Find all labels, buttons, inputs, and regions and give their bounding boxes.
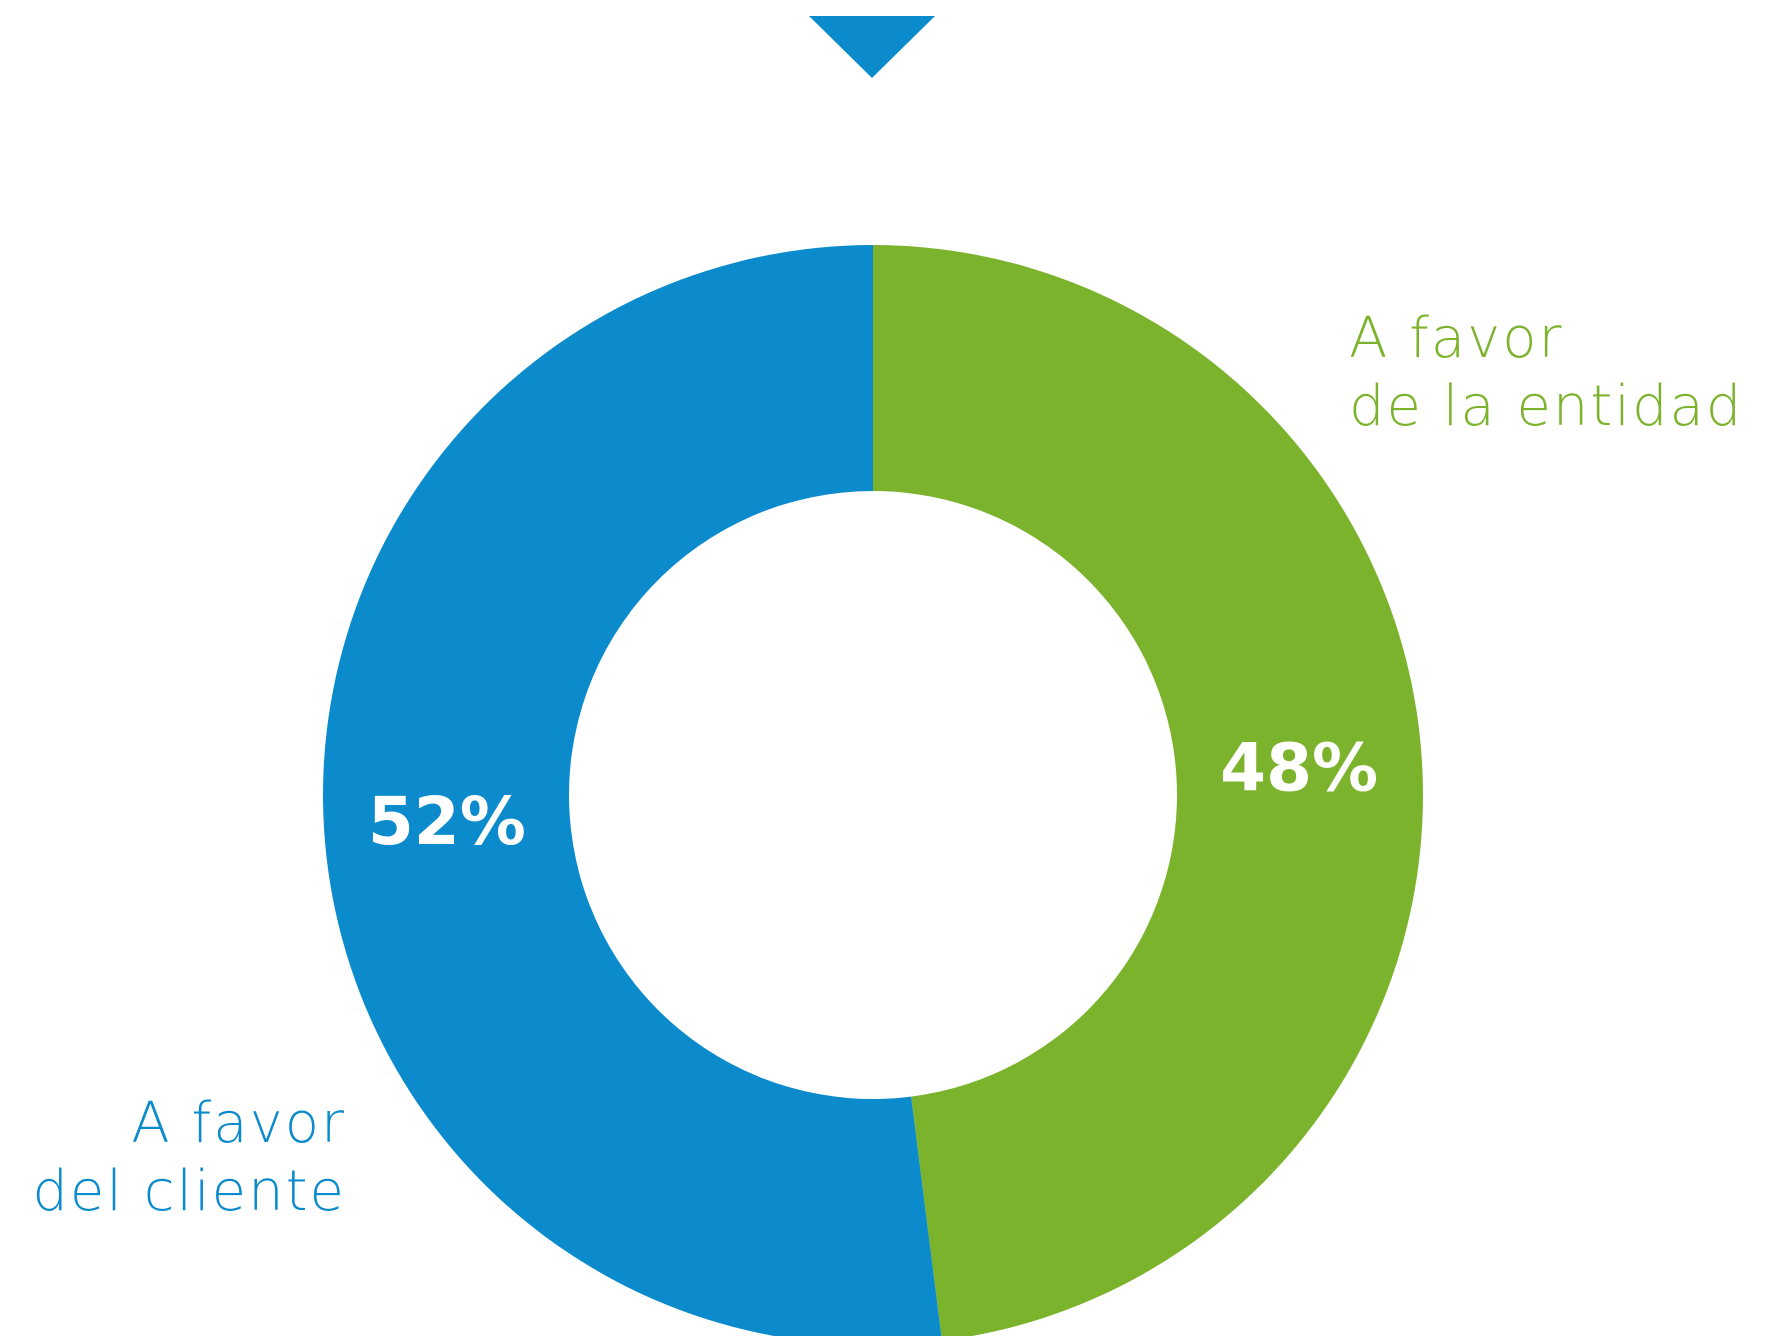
donut-slice bbox=[873, 245, 1423, 1336]
value-label: 48% bbox=[1220, 729, 1378, 806]
value-label: 52% bbox=[368, 783, 526, 860]
category-label: A favor de la entidad bbox=[1349, 306, 1744, 439]
pointer-triangle bbox=[809, 16, 935, 78]
donut-slice bbox=[322, 245, 942, 1336]
category-label: A favor del cliente bbox=[32, 1091, 346, 1224]
